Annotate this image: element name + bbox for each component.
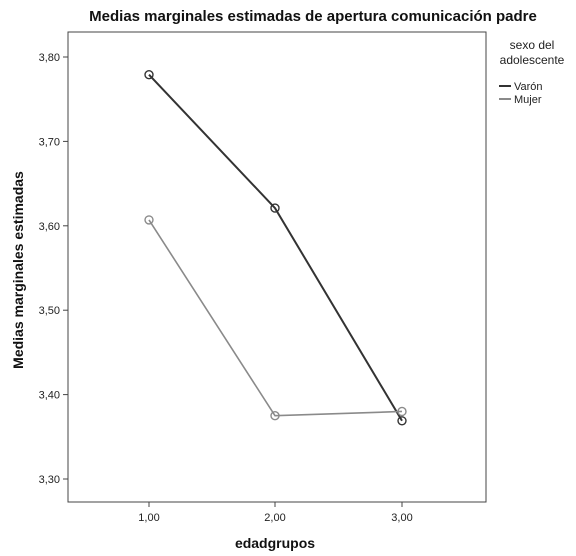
plot-frame xyxy=(67,31,487,503)
legend-title-line-1: sexo del xyxy=(510,38,555,52)
x-axis: 1,00 2,00 3,00 xyxy=(138,502,413,524)
x-tick-label: 3,00 xyxy=(391,512,412,524)
legend-label-2: Mujer xyxy=(514,94,542,106)
y-tick-label: 3,40 xyxy=(39,390,60,402)
chart-title: Medias marginales estimadas de apertura … xyxy=(89,8,537,25)
series-line-1 xyxy=(148,74,403,422)
series-2-point xyxy=(144,215,154,225)
series-2-point xyxy=(270,411,280,421)
y-axis: 3,30 3,40 3,50 3,60 3,70 3,80 xyxy=(39,52,68,486)
legend-label-1: Varón xyxy=(514,81,543,93)
y-tick-label: 3,30 xyxy=(39,474,60,486)
legend-title-line-2: adolescente xyxy=(500,53,565,67)
series-1-point xyxy=(144,70,154,80)
x-tick-label: 1,00 xyxy=(138,512,159,524)
series-1-point xyxy=(270,203,280,213)
y-tick-label: 3,70 xyxy=(39,136,60,148)
x-tick-label: 2,00 xyxy=(264,512,285,524)
series-line-2 xyxy=(148,219,403,417)
y-tick-label: 3,60 xyxy=(39,221,60,233)
x-axis-label: edadgrupos xyxy=(235,535,315,551)
y-tick-label: 3,80 xyxy=(39,52,60,64)
series-layer xyxy=(144,70,407,426)
series-2-point xyxy=(397,406,407,417)
y-axis-label: Medias marginales estimadas xyxy=(10,171,26,369)
y-tick-label: 3,50 xyxy=(39,305,60,317)
series-1-point xyxy=(397,416,407,426)
